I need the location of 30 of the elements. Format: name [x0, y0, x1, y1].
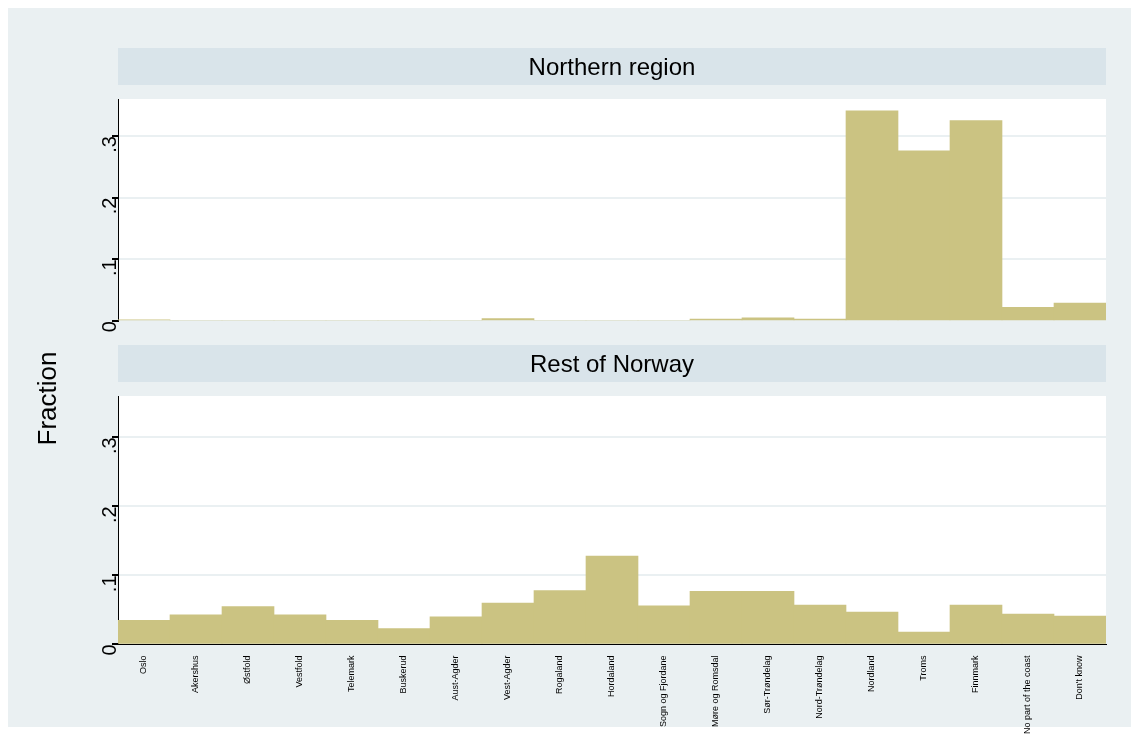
y-tick-label: .1: [97, 259, 120, 277]
x-tick-label: Oslo: [138, 655, 149, 674]
y-tick-label: .2: [97, 197, 120, 215]
x-tick-label: Finnmark: [970, 654, 981, 693]
y-tick-label: .1: [97, 575, 120, 593]
x-tick-label: Akershus: [190, 654, 201, 693]
y-tick-label: 0: [97, 321, 120, 333]
x-tick-label: Telemark: [346, 654, 357, 692]
x-tick-label: Sør-Trøndelag: [762, 655, 773, 714]
chart-title: Rest of Norway: [118, 345, 1106, 382]
y-tick-label: .2: [97, 506, 120, 524]
y-tick-label: .3: [97, 136, 120, 153]
x-tick-label: Troms: [918, 654, 929, 681]
y-tick-label: 0: [97, 644, 120, 656]
x-tick-label: Nordland: [866, 655, 877, 692]
y-tick-label: .3: [97, 437, 120, 455]
x-tick-label: Vest-Agder: [502, 655, 513, 700]
x-tick-label: No part of the coast: [1022, 654, 1033, 734]
x-tick-label: Sogn og Fjordane: [658, 655, 669, 728]
x-tick-label: Buskerud: [398, 655, 409, 694]
y-axis-title: Fraction: [32, 351, 64, 445]
x-tick-label: Vestfold: [294, 655, 305, 688]
x-tick-label: Aust-Agder: [450, 655, 461, 701]
chart-title: Northern region: [118, 48, 1106, 85]
x-tick-label: Nord-Trøndelag: [814, 655, 825, 719]
x-tick-label: Rogaland: [554, 655, 565, 694]
x-tick-label: Østfold: [242, 655, 253, 684]
x-tick-label: Hordaland: [606, 655, 617, 697]
x-tick-label: Don't know: [1074, 654, 1085, 700]
x-tick-label: Møre og Romsdal: [710, 655, 721, 727]
